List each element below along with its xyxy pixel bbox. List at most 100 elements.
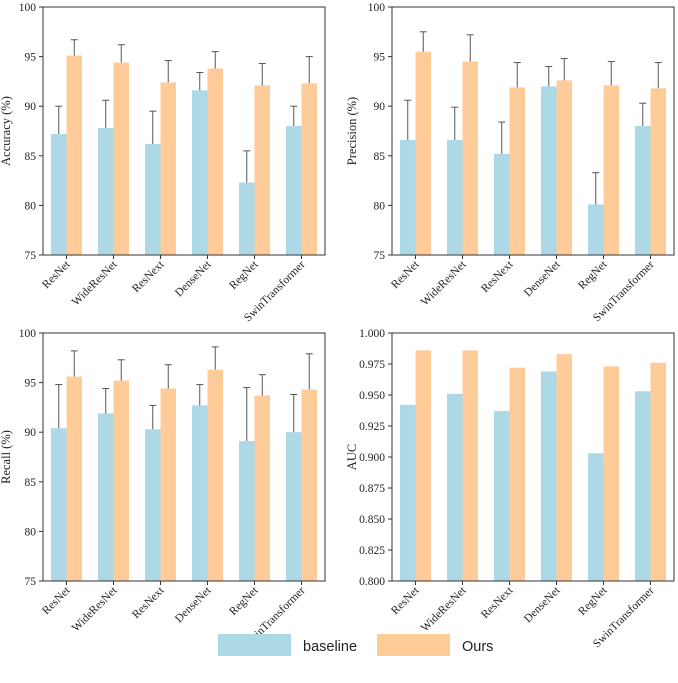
legend: baseline Ours: [218, 634, 493, 656]
y-tick-label: 0.975: [359, 359, 385, 371]
bar-ours-densenet: [556, 354, 572, 581]
y-tick-label: 80: [25, 526, 37, 538]
x-tick-label-regnet: RegNet: [227, 584, 261, 618]
x-tick-label-densenet: DenseNet: [173, 258, 214, 299]
y-tick-label: 90: [25, 427, 37, 439]
bar-baseline-resnext: [145, 143, 161, 255]
bar-ours-regnet: [603, 366, 619, 581]
bar-ours-densenet: [556, 80, 572, 256]
chart-panel-4: 0.800 0.825 0.850 0.875 0.900 0.925 0.950 0.975…: [345, 328, 675, 650]
bar-ours-resnext: [160, 82, 176, 255]
x-tick-label-resnet: ResNet: [389, 584, 422, 617]
bar-baseline-resnext: [145, 429, 161, 581]
x-tick-label-densenet: DenseNet: [522, 584, 563, 625]
bar-ours-resnet: [66, 376, 82, 581]
y-tick-label: 75: [25, 576, 37, 588]
bar-baseline-regnet: [588, 453, 604, 581]
x-tick-label-resnet: ResNet: [40, 258, 73, 291]
bar-baseline-swintransformer: [635, 126, 651, 255]
x-tick-label-resnext: ResNext: [130, 584, 167, 621]
bar-baseline-densenet: [192, 405, 208, 581]
chart-panel-1: 75 80 85 90 95 100 Accuracy (%) ResNetWideResNe…: [0, 2, 326, 324]
bar-ours-wideresnet: [113, 62, 129, 255]
bar-ours-resnext: [509, 367, 525, 581]
bar-ours-wideresnet: [462, 61, 478, 256]
bar-baseline-wideresnet: [447, 393, 463, 581]
x-tick-label-regnet: RegNet: [576, 584, 610, 618]
y-tick-label: 85: [25, 151, 37, 163]
bar-ours-densenet: [207, 68, 223, 255]
y-tick-label: 85: [25, 477, 37, 489]
bar-baseline-regnet: [239, 441, 255, 581]
y-tick-label: 90: [25, 101, 37, 113]
bar-ours-densenet: [207, 369, 223, 581]
y-tick-label: 0.825: [359, 545, 385, 557]
axes-frame-3: [42, 332, 326, 582]
x-tick-label-regnet: RegNet: [227, 258, 261, 292]
bar-baseline-wideresnet: [98, 413, 114, 581]
y-tick-label: 100: [368, 2, 386, 14]
bar-baseline-regnet: [239, 182, 255, 255]
legend-label-ours: Ours: [462, 639, 493, 655]
axes-frame-2: [391, 6, 675, 256]
bar-baseline-swintransformer: [635, 391, 651, 581]
x-tick-label-resnet: ResNet: [389, 258, 422, 291]
y-tick-label: 95: [25, 378, 37, 390]
bar-baseline-resnext: [494, 411, 510, 581]
bar-baseline-wideresnet: [98, 128, 114, 255]
y-tick-label: 100: [19, 2, 37, 14]
x-tick-label-resnext: ResNext: [479, 258, 516, 295]
bar-baseline-resnet: [51, 133, 67, 255]
bar-ours-resnet: [415, 51, 431, 255]
legend-swatch-baseline: [218, 634, 291, 656]
bar-baseline-regnet: [588, 204, 604, 255]
bar-baseline-resnext: [494, 153, 510, 255]
x-tick-label-densenet: DenseNet: [522, 258, 563, 299]
x-tick-label-wideresnet: WideResNet: [419, 584, 469, 634]
bar-baseline-resnet: [51, 428, 67, 581]
legend-swatch-ours: [377, 634, 450, 656]
bar-baseline-swintransformer: [286, 126, 302, 255]
y-tick-label: 0.900: [359, 452, 385, 464]
bar-baseline-resnet: [400, 139, 416, 255]
bar-ours-regnet: [254, 395, 270, 581]
y-tick-label: 95: [25, 52, 37, 64]
y-tick-label: 0.850: [359, 514, 385, 526]
y-tick-label: 80: [25, 200, 37, 212]
chart-panel-2: 75 80 85 90 95 100 Precision (%) ResNetWideResN…: [345, 2, 675, 324]
x-tick-label-resnext: ResNext: [130, 258, 167, 295]
y-tick-label: 0.950: [359, 390, 385, 402]
bar-ours-wideresnet: [462, 350, 478, 581]
bar-baseline-resnet: [400, 404, 416, 581]
bar-ours-swintransformer: [650, 88, 666, 256]
y-axis-label: Precision (%): [345, 97, 359, 165]
bar-baseline-densenet: [541, 86, 557, 255]
axes-frame-4: [391, 332, 675, 582]
x-tick-label-densenet: DenseNet: [173, 584, 214, 625]
y-tick-label: 100: [19, 328, 37, 340]
bar-ours-regnet: [603, 85, 619, 255]
bar-ours-wideresnet: [113, 380, 129, 581]
axes-frame-1: [42, 6, 326, 256]
y-tick-label: 1.000: [359, 328, 385, 340]
y-tick-label: 0.925: [359, 421, 385, 433]
bar-ours-resnet: [415, 350, 431, 581]
bar-baseline-wideresnet: [447, 139, 463, 255]
y-tick-label: 85: [374, 151, 386, 163]
y-tick-label: 90: [374, 101, 386, 113]
y-axis-label: AUC: [345, 444, 359, 470]
y-axis-label: Recall (%): [0, 430, 13, 484]
y-axis-label: Accuracy (%): [0, 96, 13, 166]
y-tick-label: 75: [25, 250, 37, 262]
x-tick-label-resnet: ResNet: [40, 584, 73, 617]
bar-baseline-densenet: [192, 90, 208, 255]
x-tick-label-wideresnet: WideResNet: [419, 258, 469, 308]
bar-ours-regnet: [254, 85, 270, 255]
x-tick-label-wideresnet: WideResNet: [70, 258, 120, 308]
bar-ours-swintransformer: [301, 83, 317, 255]
y-tick-label: 0.800: [359, 576, 385, 588]
x-tick-label-wideresnet: WideResNet: [70, 584, 120, 634]
